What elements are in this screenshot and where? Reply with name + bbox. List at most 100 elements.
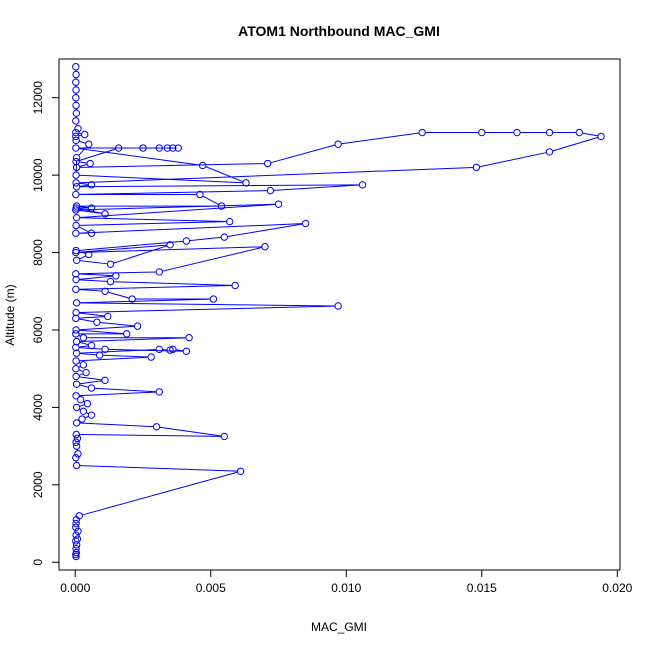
series-segment — [78, 146, 88, 156]
series-segment — [79, 384, 89, 388]
data-point — [155, 388, 163, 396]
series-segment — [79, 255, 87, 260]
data-point — [72, 154, 81, 162]
data-point — [152, 423, 161, 431]
series-segment — [79, 376, 102, 381]
series-segment — [79, 161, 88, 164]
data-point — [72, 299, 81, 307]
data-point — [114, 144, 123, 152]
data-point — [72, 183, 81, 191]
data-point — [72, 285, 80, 294]
data-point — [83, 399, 92, 408]
data-point — [72, 545, 80, 553]
data-point — [72, 343, 80, 352]
series-segment — [79, 302, 335, 307]
series-segment — [79, 279, 108, 282]
data-point — [101, 210, 109, 218]
series-segment — [78, 318, 94, 323]
series-segment — [84, 415, 89, 419]
series-segment — [79, 184, 360, 188]
series-segment — [270, 144, 336, 164]
data-point — [79, 361, 88, 369]
data-point — [72, 541, 81, 549]
series-segment — [79, 380, 102, 385]
data-point — [101, 345, 109, 354]
series-segment — [108, 291, 130, 299]
data-point — [87, 181, 96, 189]
series-segment — [113, 281, 232, 286]
data-point — [82, 368, 90, 377]
series-segment — [175, 349, 184, 352]
data-point — [182, 237, 191, 245]
series-segment — [202, 195, 220, 206]
series-segment — [227, 223, 303, 238]
series-segment — [79, 217, 227, 223]
series-segment — [205, 166, 244, 183]
data-point — [155, 345, 163, 354]
series-segment — [79, 221, 227, 226]
series-segment — [78, 316, 105, 319]
data-point — [79, 407, 88, 415]
data-point — [263, 159, 272, 168]
series-segment — [479, 152, 547, 168]
data-point — [185, 334, 193, 342]
data-point — [72, 372, 80, 381]
data-point — [81, 130, 89, 139]
series-segment — [78, 147, 200, 166]
data-point — [72, 275, 80, 284]
data-point — [101, 287, 109, 295]
data-point — [169, 345, 177, 354]
data-point — [72, 438, 80, 446]
data-point — [72, 78, 80, 86]
data-point — [72, 537, 80, 545]
data-point — [72, 117, 80, 125]
data-point — [72, 190, 80, 199]
series-segment — [79, 422, 154, 428]
data-point — [76, 395, 85, 404]
data-point — [72, 314, 80, 323]
data-point — [575, 128, 584, 137]
series-segment — [78, 345, 89, 348]
data-point — [478, 128, 486, 137]
data-point — [155, 268, 163, 276]
data-point — [217, 202, 226, 210]
series-layer — [72, 63, 605, 561]
data-point — [78, 415, 86, 423]
data-point — [86, 159, 94, 168]
series-segment — [78, 148, 116, 162]
data-point — [72, 519, 80, 528]
data-point — [166, 241, 174, 249]
series-segment — [78, 285, 232, 290]
y-tick-label: 4000 — [31, 394, 45, 421]
data-point — [72, 419, 81, 427]
series-segment — [78, 190, 268, 195]
data-point — [72, 128, 80, 137]
series-segment — [79, 163, 265, 168]
data-point — [231, 281, 239, 290]
series-segment — [79, 352, 97, 356]
data-point — [418, 128, 426, 137]
data-point — [72, 179, 80, 187]
data-point — [73, 434, 82, 443]
data-point — [139, 144, 147, 152]
series-segment — [79, 184, 89, 187]
data-point — [73, 535, 82, 543]
data-point — [226, 217, 234, 226]
data-point — [72, 171, 80, 179]
series-segment — [78, 246, 262, 253]
data-point — [106, 277, 115, 286]
data-point — [220, 432, 229, 441]
data-point — [72, 157, 80, 166]
data-point — [72, 380, 81, 388]
series-segment — [582, 132, 598, 137]
data-point — [72, 214, 81, 222]
data-point — [87, 411, 96, 419]
data-point — [74, 450, 82, 458]
data-point — [472, 163, 481, 172]
series-segment — [79, 240, 184, 251]
series-segment — [341, 132, 420, 145]
data-point — [169, 144, 177, 152]
x-tick-label: 0.015 — [467, 581, 497, 595]
y-tick-label: 12000 — [31, 81, 45, 115]
